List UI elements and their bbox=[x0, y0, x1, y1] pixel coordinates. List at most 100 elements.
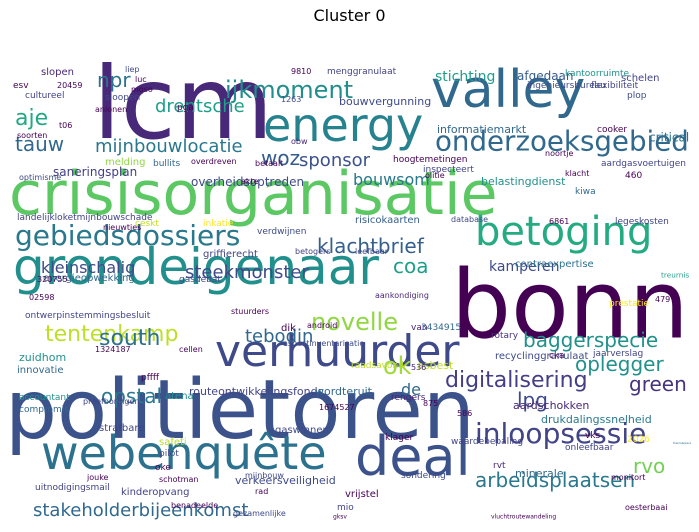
word-nieuwtjes: nieuwtjes bbox=[103, 223, 142, 232]
word-9810: 9810 bbox=[291, 67, 312, 76]
word-south: south bbox=[99, 326, 161, 351]
word-valley: valley bbox=[431, 62, 586, 120]
word-460: 460 bbox=[625, 171, 643, 181]
word-benadeelde: benadeelde bbox=[171, 501, 219, 510]
word-rad: rad bbox=[255, 487, 269, 496]
word-kamperen: kamperen bbox=[489, 259, 560, 275]
word-obw: obw bbox=[291, 137, 308, 146]
word-plop: plop bbox=[627, 91, 647, 101]
word-mio: mio bbox=[337, 503, 354, 513]
word-tauw: tauw bbox=[15, 132, 65, 156]
word-woz: woz bbox=[261, 146, 301, 170]
word-gaswinnen: gaswinnen bbox=[275, 425, 329, 436]
word-drentsche: drentsche bbox=[155, 96, 245, 117]
word-sloopen: sloopen bbox=[105, 93, 141, 103]
word-schelen: schelen bbox=[621, 73, 660, 84]
word-baggerspecie: baggerspecie bbox=[523, 328, 659, 352]
word-tentenkamp: tentenkamp bbox=[45, 322, 179, 347]
word-mijnbouw: mijnbouw bbox=[245, 471, 284, 480]
word-gezamenlijke: gezamenlijke bbox=[233, 509, 286, 518]
word-flexibiliteit: flexibiliteit bbox=[591, 81, 639, 91]
word-jaarverslag: jaarverslag bbox=[593, 349, 644, 359]
word-lpg: lpg bbox=[517, 388, 548, 412]
word-klacht: klacht bbox=[565, 169, 590, 178]
word-proefboringen: proefboringen bbox=[83, 397, 140, 406]
word-landelijkloketmijnbouwschade: landelijkloketmijnbouwschade bbox=[17, 213, 153, 223]
word-olitie: olitie bbox=[425, 171, 445, 180]
word-crisisorganisatie: crisisorganisatie bbox=[9, 159, 498, 229]
word-inspecteert: inspecteert bbox=[423, 165, 474, 175]
word-treurnis: treurnis bbox=[661, 271, 690, 280]
word-rengers: rengers bbox=[391, 393, 426, 403]
word-lcm: lcm bbox=[93, 62, 274, 162]
word-novelle: novelle bbox=[311, 308, 398, 336]
word-uitnodigingsmail: uitnodigingsmail bbox=[35, 483, 110, 493]
word-cultureel: cultureel bbox=[25, 91, 65, 101]
word-leefbaar: leefbaar bbox=[355, 247, 389, 256]
word-kleinschalig: kleinschalig bbox=[41, 258, 136, 277]
word-energieopwekking: energieopwekking bbox=[43, 273, 135, 284]
word-320755: 320755 bbox=[37, 275, 68, 284]
word-pilot: pilot bbox=[159, 449, 179, 459]
word-kantoorruimte: kantoorruimte bbox=[565, 69, 630, 79]
figure-title: Cluster 0 bbox=[313, 6, 386, 25]
word-sondering: sondering bbox=[401, 471, 446, 481]
word-strafbare: strafbare bbox=[99, 423, 145, 434]
word-oplegger: oplegger bbox=[575, 352, 664, 376]
word-verkeersveiligheid: verkeersveiligheid bbox=[235, 474, 336, 487]
word-ok: ok bbox=[383, 352, 412, 380]
word-melding: melding bbox=[105, 157, 146, 168]
word-drukdalingssnelheid: drukdalingssnelheid bbox=[541, 413, 652, 426]
word-prestatie: prestatie bbox=[609, 299, 650, 309]
word-gasdebat: gasdebat bbox=[179, 275, 221, 285]
word-noortje: noortje bbox=[545, 149, 574, 158]
word-griffierecht: griffierecht bbox=[203, 249, 258, 260]
word-deal: deal bbox=[355, 425, 471, 488]
word-themabijeenkomst: themabijeenkomst bbox=[673, 441, 691, 445]
word-verhuurder: verhuurder bbox=[215, 326, 460, 377]
word-hoogtemetingen: hoogtemetingen bbox=[393, 155, 468, 165]
word-safeti: safeti bbox=[159, 437, 187, 448]
word-dik: dik bbox=[281, 323, 296, 334]
word-recyclinggranulaat: recyclinggranulaat bbox=[495, 351, 589, 362]
word-overdreven: overdreven bbox=[191, 157, 237, 166]
word-1263: 1263 bbox=[281, 95, 302, 104]
word-cka: cka bbox=[549, 351, 565, 361]
word-overheidsoptreden: overheidsoptreden bbox=[191, 175, 305, 189]
word-ijkmoment: ijkmoment bbox=[225, 76, 354, 104]
word-inkatie: inkatie bbox=[203, 219, 234, 229]
word-sponsor: sponsor bbox=[299, 150, 371, 171]
word-politietoren: politietoren bbox=[5, 363, 475, 458]
word-aankondiging: aankondiging bbox=[375, 291, 429, 300]
word-luc: luc bbox=[135, 75, 147, 84]
word-bonn: bonn bbox=[451, 251, 689, 361]
word-stichting: stichting bbox=[435, 69, 496, 85]
word-betogers: betogers bbox=[295, 247, 331, 256]
word-cloud: crisisorganisatie politietoren bonn lcm … bbox=[5, 62, 691, 522]
word-android: android bbox=[307, 321, 338, 330]
word-database: database bbox=[451, 215, 489, 224]
word-betaalt: betaalt bbox=[255, 159, 284, 168]
word-digitalisering: digitalisering bbox=[445, 368, 588, 393]
word-cooker: cooker bbox=[597, 125, 628, 135]
word-bullits: bullits bbox=[153, 159, 181, 169]
word-3434915: 3434915 bbox=[421, 323, 462, 333]
word-vks: vks bbox=[585, 431, 601, 441]
word-aardschokken: aardschokken bbox=[513, 399, 590, 412]
word-vrijstel: vrijstel bbox=[345, 489, 379, 500]
word-innovatie: innovatie bbox=[17, 365, 64, 376]
word-vluchtroutewandeling: vluchtroutewandeling bbox=[491, 513, 557, 520]
word-2026: 2026 bbox=[627, 435, 650, 445]
word-tebodin: tebodin bbox=[245, 326, 314, 347]
word-critical: critical bbox=[649, 130, 690, 145]
word-soorten: soorten bbox=[17, 131, 48, 140]
word-energy: energy bbox=[263, 98, 424, 152]
word-rvo: rvo bbox=[633, 454, 666, 478]
word-ceskt: ceskt bbox=[135, 219, 159, 229]
word-coa: coa bbox=[393, 254, 429, 278]
word-gebiedsdossiers: gebiedsdossiers bbox=[15, 219, 241, 252]
word-zuidhom: zuidhom bbox=[19, 351, 67, 364]
word-rvt: rvt bbox=[493, 461, 506, 471]
word-schotman: schotman bbox=[159, 475, 199, 484]
word-accountant: accountant bbox=[19, 393, 70, 403]
